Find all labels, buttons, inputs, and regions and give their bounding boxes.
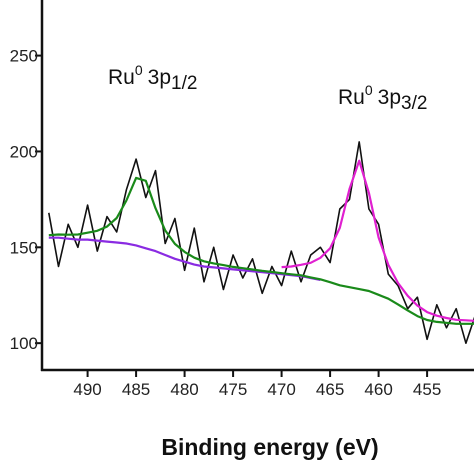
peak-label: Ru0 3p3/2: [338, 82, 427, 114]
peak-label: Ru0 3p1/2: [108, 62, 197, 94]
x-tick-label: 475: [219, 380, 247, 399]
label-sub: 1/2: [171, 73, 197, 94]
label-sub: 3/2: [401, 93, 427, 114]
series-line: [48, 141, 474, 344]
series-line: [48, 176, 474, 325]
y-tick-label: 200: [10, 142, 38, 161]
label-base: Ru: [338, 86, 365, 109]
x-tick-label: 470: [267, 380, 295, 399]
y-tick-label: 150: [10, 238, 38, 257]
y-tick-label: 250: [10, 47, 38, 66]
x-tick-label: 460: [364, 380, 392, 399]
label-base: Ru: [108, 66, 135, 89]
x-tick-label: 480: [170, 380, 198, 399]
series-line: [281, 159, 474, 322]
label-main: 3p: [378, 86, 401, 109]
x-tick-label: 465: [316, 380, 344, 399]
plot-area: [48, 141, 474, 344]
label-main: 3p: [148, 66, 171, 89]
y-tick-label: 100: [10, 334, 38, 353]
x-axis-label: Binding energy (eV): [161, 434, 378, 460]
x-tick-label: 490: [73, 380, 101, 399]
label-sup: 0: [365, 82, 373, 98]
x-tick-label: 455: [413, 380, 441, 399]
x-tick-label: 485: [122, 380, 150, 399]
label-sup: 0: [135, 62, 143, 78]
